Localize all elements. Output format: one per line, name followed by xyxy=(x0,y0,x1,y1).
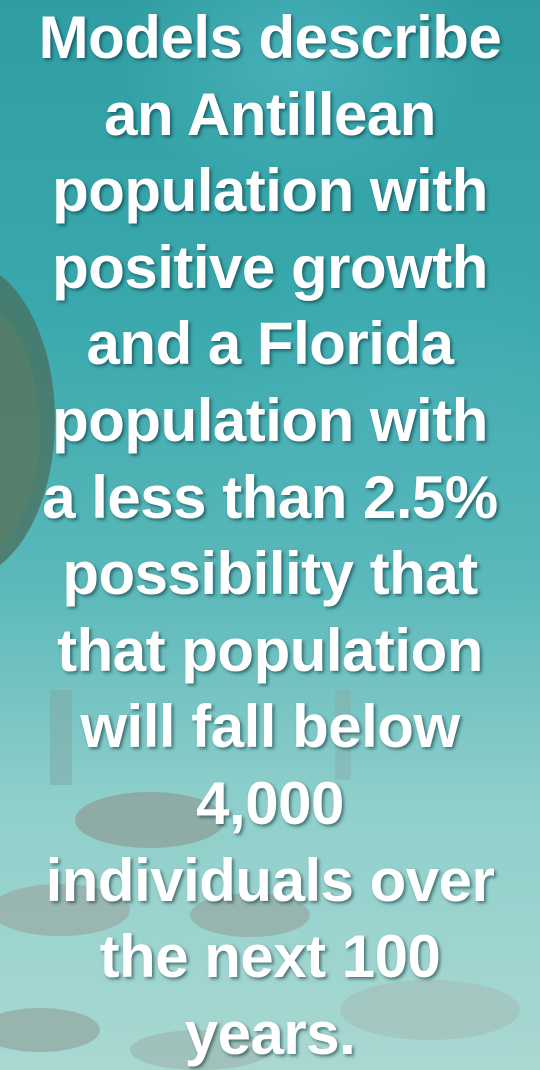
text-line: positive growth xyxy=(0,230,540,307)
text-line: possibility that xyxy=(0,536,540,613)
slide: Models describean Antilleanpopulation wi… xyxy=(0,0,540,1070)
body-text: Models describean Antilleanpopulation wi… xyxy=(0,0,540,1070)
text-line: population with xyxy=(0,153,540,230)
text-line: that population xyxy=(0,613,540,690)
text-line: and a Florida xyxy=(0,306,540,383)
text-line: a less than 2.5% xyxy=(0,460,540,537)
text-line: will fall below xyxy=(0,689,540,766)
text-line: individuals over xyxy=(0,843,540,920)
text-line: population with xyxy=(0,383,540,460)
text-line: Models describe xyxy=(0,0,540,77)
text-line: years. xyxy=(0,996,540,1070)
text-line: 4,000 xyxy=(0,766,540,843)
text-line: the next 100 xyxy=(0,919,540,996)
text-line: an Antillean xyxy=(0,77,540,154)
